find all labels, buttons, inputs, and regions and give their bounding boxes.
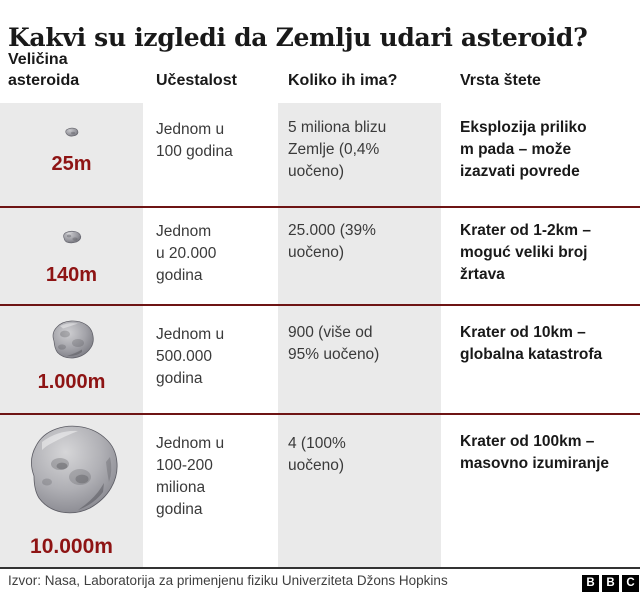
count-cell: 4 (100% uočeno) <box>288 435 346 474</box>
damage-cell: Krater od 10km – globalna katastrofa <box>460 324 603 363</box>
page-title: Kakvi su izgledi da Zemlju udari asteroi… <box>8 22 588 52</box>
asteroid-1000m-icon <box>52 320 94 359</box>
asteroid-size-cell: 1.000m <box>0 306 143 413</box>
asteroid-size-label: 140m <box>45 264 98 286</box>
count-cell: 25.000 (39% uočeno) <box>288 222 376 261</box>
column-background-count <box>278 103 441 567</box>
column-header-count: Koliko ih ima? <box>288 72 398 89</box>
table-row: 140m Jednom u 20.000 godina 25.000 (39% … <box>0 208 640 304</box>
damage-cell: Krater od 1-2km – moguć veliki broj žrta… <box>460 222 591 283</box>
count-cell: 5 miliona blizu Zemlje (0,4% uočeno) <box>288 119 387 180</box>
row-separator <box>0 206 640 208</box>
column-header-frequency: Učestalost <box>156 72 237 89</box>
asteroid-size-cell: 140m <box>0 208 143 304</box>
bbc-logo-letter: B <box>602 575 619 592</box>
table-row: 25m Jednom u 100 godina 5 miliona blizu … <box>0 103 640 206</box>
asteroid-size-cell: 10.000m <box>0 415 143 567</box>
count-cell: 900 (više od 95% uočeno) <box>288 324 380 363</box>
row-separator <box>0 413 640 415</box>
column-header-damage: Vrsta štete <box>460 72 541 89</box>
asteroid-size-label: 25m <box>51 153 92 175</box>
column-header-size: Veličina asteroida <box>8 51 80 89</box>
asteroid-size-cell: 25m <box>0 103 143 206</box>
asteroid-10000m-icon <box>30 425 118 514</box>
footer-divider <box>0 567 640 569</box>
asteroid-size-label: 10.000m <box>30 535 113 558</box>
table-row: 10.000m Jednom u 100-200 miliona godina … <box>0 415 640 567</box>
asteroid-140m-icon <box>63 230 82 244</box>
table-row: 1.000m Jednom u 500.000 godina 900 (više… <box>0 306 640 413</box>
damage-cell: Krater od 100km – masovno izumiranje <box>460 433 610 472</box>
frequency-cell: Jednom u 20.000 godina <box>156 223 217 284</box>
bbc-logo: B B C <box>582 575 639 592</box>
frequency-cell: Jednom u 100-200 miliona godina <box>156 435 225 518</box>
frequency-cell: Jednom u 100 godina <box>156 121 233 160</box>
row-separator <box>0 304 640 306</box>
bbc-logo-letter: B <box>582 575 599 592</box>
asteroid-size-label: 1.000m <box>37 371 106 393</box>
frequency-cell: Jednom u 500.000 godina <box>156 326 225 387</box>
asteroid-25m-icon <box>65 127 79 137</box>
damage-cell: Eksplozija priliko m pada – može izazvat… <box>460 119 587 180</box>
source-text: Izvor: Nasa, Laboratorija za primenjenu … <box>8 573 448 588</box>
bbc-logo-letter: C <box>622 575 639 592</box>
